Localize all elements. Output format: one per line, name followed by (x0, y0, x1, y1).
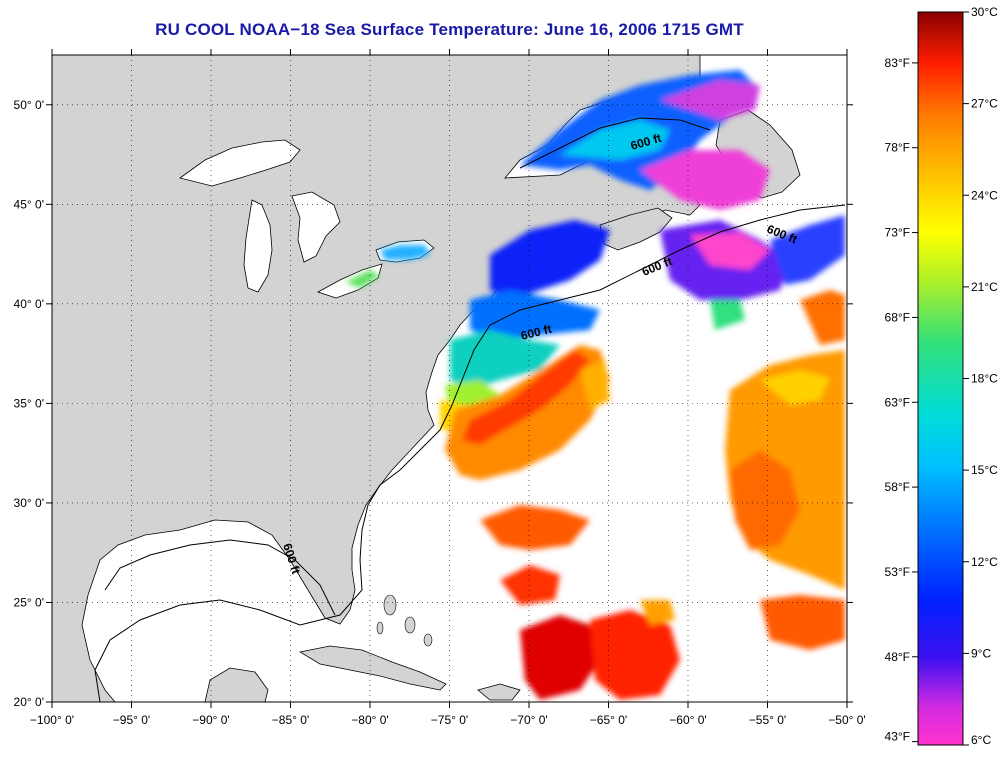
lon-label: −65° 0' (590, 713, 627, 727)
colorbar-label-celsius: 18°C (971, 372, 998, 386)
colorbar-label-celsius: 21°C (971, 280, 998, 294)
colorbar-label-fahrenheit: 43°F (885, 730, 910, 744)
land-hispaniola (477, 683, 521, 701)
map-title: RU COOL NOAA−18 Sea Surface Temperature:… (155, 20, 744, 39)
longitude-labels: −100° 0' −95° 0' −90° 0' −85° 0' −80° 0' −75°… (30, 713, 866, 727)
lake-michigan (243, 199, 273, 293)
lake-huron (291, 191, 341, 263)
colorbar-label-fahrenheit: 83°F (885, 56, 910, 70)
colorbar-label-celsius: 12°C (971, 555, 998, 569)
colorbar-label-celsius: 24°C (971, 188, 998, 202)
lon-label: −85° 0' (272, 713, 309, 727)
colorbar-label-fahrenheit: 78°F (885, 141, 910, 155)
colorbar-label-celsius: 6°C (971, 733, 991, 747)
isobath-600ft-gulf (94, 429, 441, 702)
colorbar-label-fahrenheit: 73°F (885, 226, 910, 240)
lon-label: −80° 0' (351, 713, 388, 727)
lon-label: −100° 0' (30, 713, 74, 727)
lat-label: 30° 0' (14, 496, 44, 510)
colorbar-label-fahrenheit: 63°F (885, 395, 910, 409)
lon-label: −50° 0' (828, 713, 865, 727)
latitude-labels: 20° 0' 25° 0' 30° 0' 35° 0' 40° 0' 45° 0' 50° … (14, 98, 44, 709)
graticule (46, 49, 853, 708)
colorbar-label-fahrenheit: 68°F (885, 310, 910, 324)
land-bahamas (376, 594, 433, 647)
lat-label: 50° 0' (14, 98, 44, 112)
lon-label: −90° 0' (192, 713, 229, 727)
isobath-600ft (439, 204, 846, 431)
lon-label: −95° 0' (113, 713, 150, 727)
lat-label: 25° 0' (14, 595, 44, 609)
lat-label: 45° 0' (14, 197, 44, 211)
colorbar-label-celsius: 30°C (971, 5, 998, 19)
land-north-america (52, 55, 701, 702)
colorbar-labels: 30°C 27°C 24°C 21°C 18°C 15°C 12°C 9°C 6°C 83°F 78… (885, 5, 999, 747)
land-nova-scotia (599, 207, 673, 251)
lat-label: 20° 0' (14, 695, 44, 709)
colorbar-label-celsius: 27°C (971, 97, 998, 111)
sst-data-layer (345, 70, 845, 700)
isobath-600ft-gulf-north (104, 539, 336, 616)
isobath-600ft-st-lawrence (519, 117, 711, 169)
colorbar-label-fahrenheit: 58°F (885, 480, 910, 494)
colorbar-label-celsius: 15°C (971, 463, 998, 477)
colorbar-label-celsius: 9°C (971, 646, 991, 660)
lat-label: 40° 0' (14, 297, 44, 311)
lat-label: 35° 0' (14, 396, 44, 410)
lon-label: −55° 0' (749, 713, 786, 727)
lon-label: −75° 0' (431, 713, 468, 727)
colorbar-label-fahrenheit: 53°F (885, 565, 910, 579)
lake-superior (179, 139, 301, 187)
lon-label: −70° 0' (510, 713, 547, 727)
colorbar-label-fahrenheit: 48°F (885, 650, 910, 664)
land-cuba (298, 645, 447, 691)
land-yucatan (204, 667, 269, 702)
lon-label: −60° 0' (669, 713, 706, 727)
colorbar (917, 11, 964, 746)
